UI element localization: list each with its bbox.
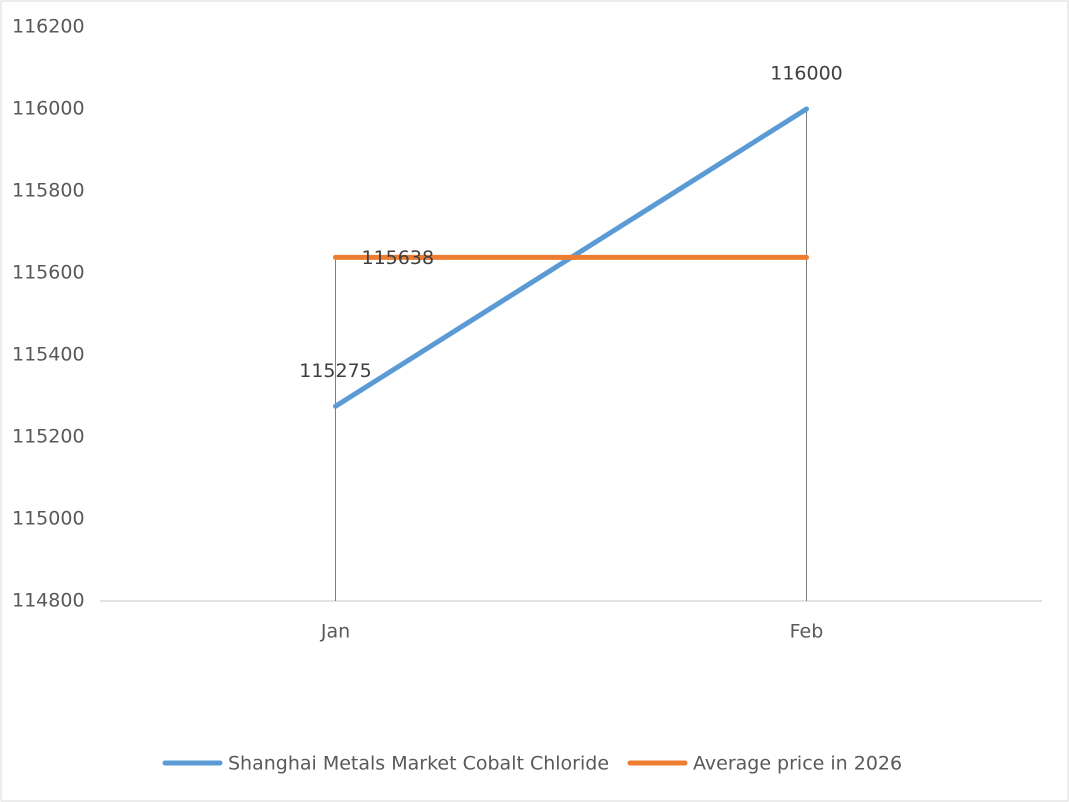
data-label: 116000 (770, 63, 843, 85)
y-tick-label: 115200 (12, 426, 85, 448)
y-tick-label: 115600 (12, 262, 85, 284)
x-tick-label: Feb (790, 621, 824, 643)
y-tick-label: 115000 (12, 508, 85, 530)
data-label: 115275 (299, 360, 372, 382)
y-tick-label: 115800 (12, 180, 85, 202)
y-tick-label: 115400 (12, 344, 85, 366)
y-tick-label: 116200 (12, 16, 85, 38)
legend-label: Shanghai Metals Market Cobalt Chloride (228, 753, 609, 775)
data-label: 115638 (362, 247, 435, 269)
y-tick-label: 116000 (12, 98, 85, 120)
legend-label: Average price in 2026 (693, 753, 902, 775)
y-tick-label: 114800 (12, 590, 85, 612)
x-tick-label: Jan (320, 621, 350, 643)
